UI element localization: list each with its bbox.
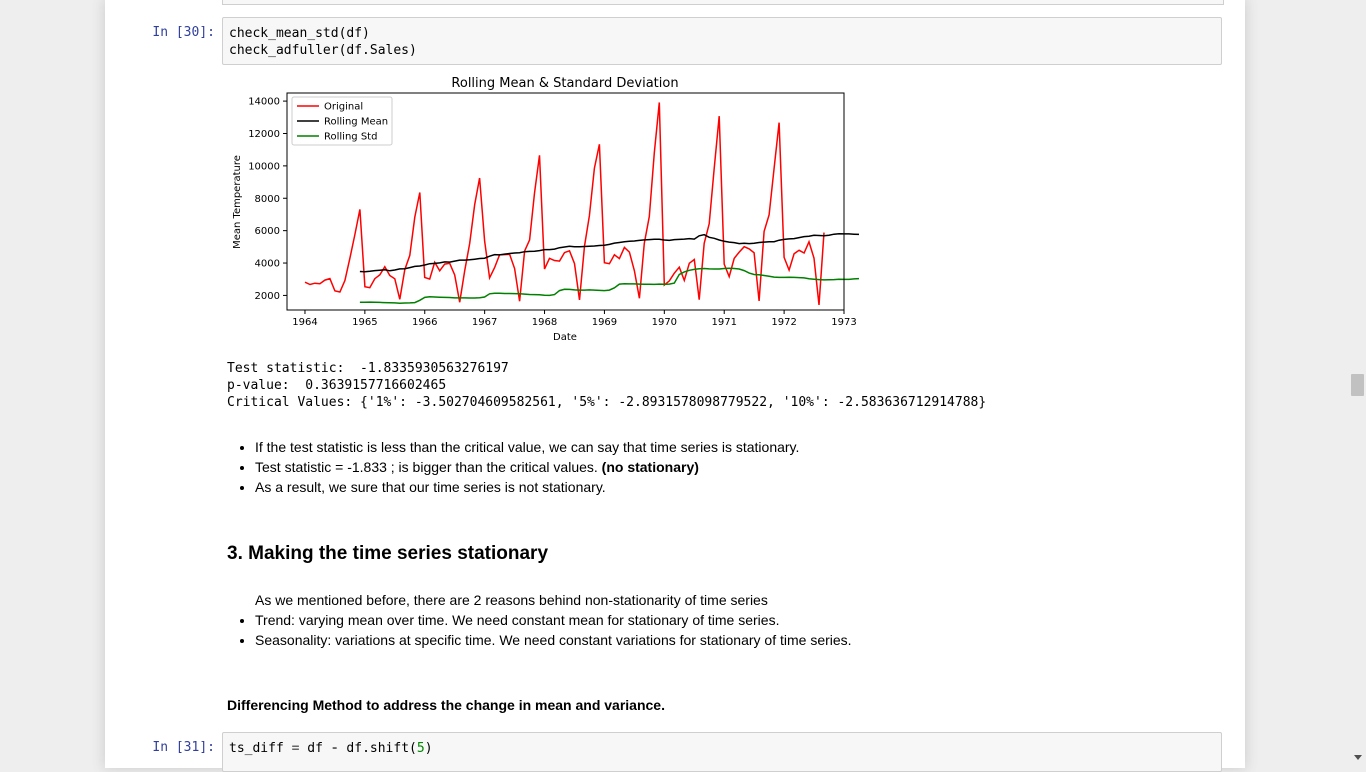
x-tick-label: 1967 [472,317,497,328]
x-tick-label: 1965 [352,317,377,328]
code-line-2: check_adfuller(df.Sales) [229,43,417,58]
y-tick-label: 14000 [248,97,280,108]
legend-entry: Rolling Mean [324,117,388,128]
adfuller-output: Test statistic: -1.8335930563276197 p-val… [227,360,986,411]
chart-legend [291,96,393,146]
y-tick-label: 6000 [255,226,280,237]
legend-entry: Rolling Std [324,132,377,143]
y-tick-label: 2000 [255,291,280,302]
x-tick-label: 1973 [831,317,856,328]
critical-values-line: Critical Values: {'1%': -3.5027046095825… [227,395,987,410]
chart-title: Rolling Mean & Standard Deviation [451,76,678,91]
y-tick-label: 8000 [255,194,280,205]
seasonality-bullet: Seasonality: variations at specific time… [255,632,852,648]
legend-entry: Original [324,102,363,113]
list-item: If the test statistic is less than the c… [255,437,1227,457]
code-token: = [291,741,300,756]
test-statistic-line: Test statistic: -1.8335930563276197 [227,361,509,376]
code-token: df.shift( [346,741,417,756]
chart-y-axis-label: Mean Temperature [232,155,243,249]
series-line-original [304,102,825,305]
list-item: Test statistic = -1.833 ; is bigger than… [255,457,1227,477]
rolling-stats-chart: Rolling Mean & Standard Deviation Mean T… [232,76,860,343]
series-line-rolling-mean [359,232,860,273]
x-tick-label: 1972 [771,317,796,328]
list-item: Trend: varying mean over time. We need c… [255,610,1227,630]
cell-31-code-editor[interactable]: ts_diff = df - df.shift(5) [222,732,1222,772]
code-line-1: check_mean_std(df) [229,26,370,41]
x-tick-label: 1970 [652,317,677,328]
stationarity-notes: If the test statistic is less than the c… [227,437,1227,497]
code-token: df [307,741,323,756]
x-tick-label: 1966 [412,317,437,328]
y-tick-label: 4000 [255,259,280,270]
y-tick-label: 12000 [248,129,280,140]
section-intro: As we mentioned before, there are 2 reas… [255,592,768,608]
section-3-body: As we mentioned before, there are 2 reas… [227,590,1227,650]
note-bullet-2-bold: (no stationary) [601,459,699,475]
code-line-1: ts_diff = df - df.shift(5) [229,740,1215,757]
trend-bullet: Trend: varying mean over time. We need c… [255,612,780,628]
list-item: As a result, we sure that our time serie… [255,477,1227,497]
list-item: Seasonality: variations at specific time… [255,630,1227,650]
chart-x-axis-label: Date [553,332,577,343]
p-value-line: p-value: 0.3639157716602465 [227,378,447,393]
section-heading: 3. Making the time series stationary [227,543,549,564]
plot-frame [286,92,845,311]
section-3: 3. Making the time series stationary [227,543,1227,565]
y-tick-label: 10000 [248,161,280,172]
differencing-heading: Differencing Method to address the chang… [227,697,665,713]
x-tick-label: 1968 [532,317,557,328]
previous-cell-output-edge [222,0,1224,5]
note-bullet-1: If the test statistic is less than the c… [255,439,800,455]
x-tick-label: 1964 [292,317,317,328]
series-line-rolling-std [359,267,860,304]
cell-30-prompt: In [30]: [152,25,215,40]
cell-31-prompt: In [31]: [152,740,215,755]
code-token: ) [424,741,433,756]
scrollbar-thumb[interactable] [1351,374,1364,396]
note-bullet-2: Test statistic = -1.833 ; is bigger than… [255,459,602,475]
note-bullet-3: As a result, we sure that our time serie… [255,479,606,495]
x-tick-label: 1969 [592,317,617,328]
code-token: 5 [416,741,425,756]
code-token: ts_diff [229,741,284,756]
code-token: - [330,741,339,756]
x-tick-label: 1971 [711,317,736,328]
cell-30-code-editor[interactable]: check_mean_std(df) check_adfuller(df.Sale… [222,17,1222,65]
scroll-down-arrow-icon[interactable] [1354,755,1362,760]
notebook-container: In [30]: check_mean_std(df) check_adfulle… [105,0,1245,772]
differencing-heading-block: Differencing Method to address the chang… [227,697,1227,713]
